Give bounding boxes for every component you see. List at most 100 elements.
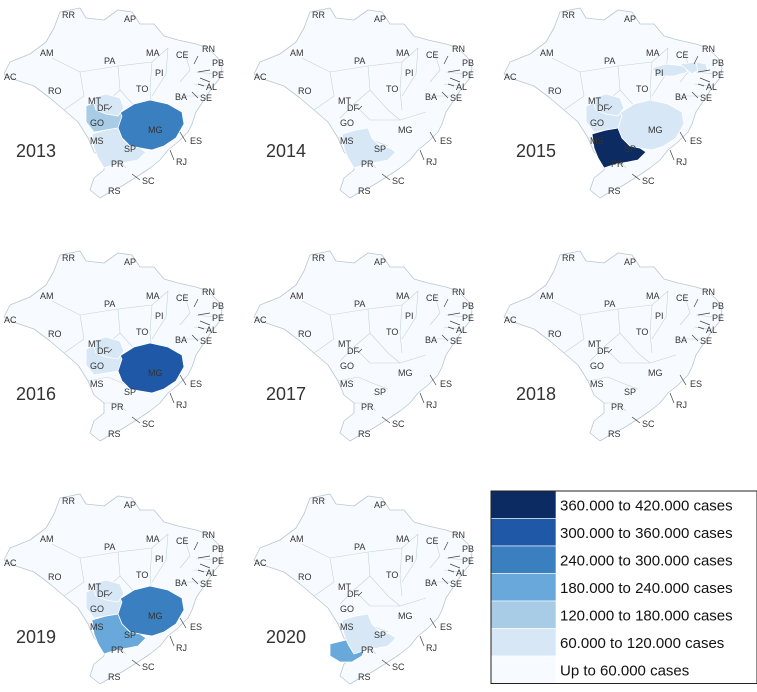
legend-label-6: 60.000 to 120.000 cases: [560, 635, 724, 652]
state-border: [353, 589, 400, 607]
legend: 360.000 to 420.000 cases 300.000 to 360.0…: [490, 490, 757, 684]
state-border: [195, 71, 215, 75]
label-leader-line: [197, 326, 205, 330]
state-label-go: GO: [90, 361, 104, 371]
legend-swatch-1: [490, 490, 557, 519]
label-leader-line: [443, 541, 449, 551]
state-border: [695, 314, 715, 318]
state-label-am: AM: [290, 48, 304, 58]
state-label-to: TO: [636, 84, 648, 94]
state-label-to: TO: [136, 327, 148, 337]
state-label-mt: MT: [88, 339, 101, 349]
label-leader-line: [449, 320, 461, 326]
state-border: [104, 402, 127, 412]
state-border: [151, 290, 169, 340]
state-border: [399, 61, 403, 111]
state-label-rr: RR: [562, 10, 575, 20]
state-border: [193, 83, 213, 87]
state-border: [445, 314, 465, 318]
state-label-se: SE: [450, 336, 462, 346]
state-label-pi: PI: [155, 554, 164, 564]
state-border: [151, 47, 169, 97]
state-label-pr: PR: [111, 159, 124, 169]
state-label-ro: RO: [548, 329, 562, 339]
state-border: [195, 557, 215, 561]
state-label-ro: RO: [48, 572, 62, 582]
state-label-es: ES: [190, 622, 202, 632]
state-label-pi: PI: [155, 311, 164, 321]
state-label-pe: PE: [712, 313, 724, 323]
legend-swatch-6: [490, 628, 557, 657]
state-label-se: SE: [450, 579, 462, 589]
state-border: [693, 83, 713, 87]
state-label-sp: SP: [374, 387, 386, 397]
legend-label-5: 120.000 to 180.000 cases: [560, 607, 733, 624]
state-border: [563, 314, 585, 354]
state-border: [179, 292, 191, 326]
state-label-to: TO: [386, 84, 398, 94]
state-label-es: ES: [440, 136, 452, 146]
legend-label-2: 300.000 to 360.000 cases: [560, 525, 733, 542]
label-leader-line: [169, 149, 175, 161]
state-label-pb: PB: [212, 58, 224, 68]
state-label-rj: RJ: [426, 400, 437, 410]
state-label-mg: MG: [398, 368, 413, 378]
state-label-sp: SP: [124, 387, 136, 397]
state-label-pe: PE: [462, 70, 474, 80]
state-border: [179, 535, 191, 569]
state-label-ac: AC: [504, 315, 517, 325]
state-border: [679, 292, 691, 326]
state-mg-shaded: [117, 342, 185, 394]
label-leader-line: [693, 298, 699, 308]
year-label: 2013: [16, 141, 56, 161]
state-border: [369, 332, 427, 364]
state-df-shaded: [91, 93, 125, 117]
state-border: [443, 83, 463, 87]
state-label-rn: RN: [702, 44, 715, 54]
state-label-df: DF: [597, 346, 609, 356]
state-label-es: ES: [440, 622, 452, 632]
state-label-mt: MT: [88, 96, 101, 106]
state-label-mg: MG: [648, 368, 663, 378]
state-sp-shaded: [341, 127, 397, 169]
state-border: [399, 304, 403, 354]
state-border: [63, 314, 85, 354]
state-border: [179, 49, 191, 83]
state-df-shaded: [91, 579, 125, 603]
label-leader-line: [429, 374, 437, 386]
state-label-ma: MA: [646, 48, 660, 58]
label-leader-line: [691, 334, 699, 342]
state-label-sc: SC: [392, 662, 405, 672]
label-leader-line: [631, 416, 641, 424]
state-border: [651, 290, 669, 340]
state-label-ce: CE: [176, 50, 189, 60]
state-label-ba: BA: [425, 92, 437, 102]
year-label: 2020: [266, 627, 306, 647]
state-label-ba: BA: [675, 335, 687, 345]
state-df-shaded: [91, 336, 125, 360]
label-leader-line: [429, 131, 437, 143]
label-leader-line: [419, 392, 425, 404]
state-label-rj: RJ: [426, 157, 437, 167]
state-label-ma: MA: [146, 534, 160, 544]
state-label-ma: MA: [646, 291, 660, 301]
state-label-ro: RO: [48, 329, 62, 339]
label-leader-line: [107, 591, 113, 597]
label-leader-line: [447, 569, 455, 573]
state-label-ms: MS: [590, 136, 604, 146]
legend-label-7: Up to 60.000 cases: [560, 662, 689, 679]
state-label-mt: MT: [88, 582, 101, 592]
state-label-ba: BA: [175, 578, 187, 588]
state-border: [193, 326, 213, 330]
state-label-pr: PR: [361, 402, 374, 412]
label-leader-line: [699, 77, 711, 83]
label-leader-line: [107, 105, 113, 111]
label-leader-line: [607, 105, 613, 111]
state-sp-shaded: [91, 127, 147, 169]
state-label-sc: SC: [392, 176, 405, 186]
label-leader-line: [381, 659, 391, 667]
legend-label-3: 240.000 to 300.000 cases: [560, 552, 733, 569]
state-label-mt: MT: [338, 582, 351, 592]
state-label-ce: CE: [426, 536, 439, 546]
state-label-rs: RS: [108, 186, 121, 196]
